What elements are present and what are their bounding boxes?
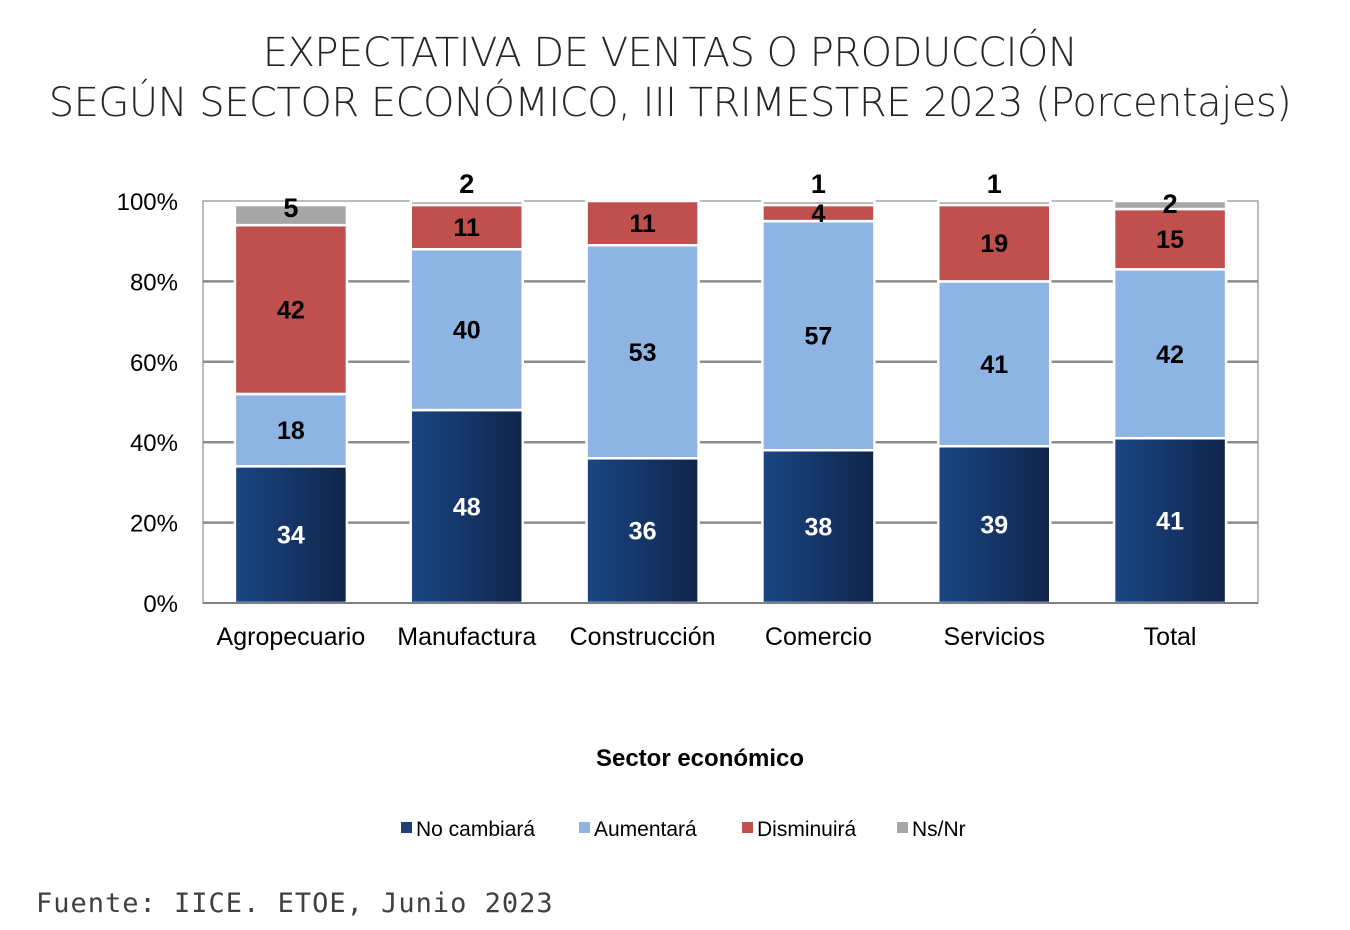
bar-segment	[585, 199, 700, 247]
bar-segment	[761, 448, 876, 605]
gridlines	[203, 280, 1258, 524]
x-axis-label: Sector económico	[596, 745, 804, 772]
data-label: 57	[805, 323, 833, 351]
data-label: 1	[811, 169, 826, 199]
y-tick-label: 0%	[143, 591, 178, 618]
y-tick-label: 20%	[130, 511, 178, 538]
data-label: 53	[629, 339, 657, 367]
y-tick-label: 80%	[130, 269, 178, 296]
legend-label: Disminuirá	[757, 818, 857, 841]
bar-segment	[585, 457, 700, 605]
data-label: 15	[1156, 226, 1184, 254]
y-axis: 0% 20% 40% 60% 80% 100%	[117, 189, 178, 618]
x-tick-label: Agropecuario	[217, 623, 366, 651]
data-label: 36	[629, 518, 657, 546]
x-axis: Agropecuario Manufactura Construcción Comer…	[203, 602, 1258, 651]
x-tick-label: Construcción	[570, 623, 716, 651]
bar-segment	[409, 203, 524, 251]
data-label: 18	[277, 417, 305, 445]
data-label: 48	[453, 494, 481, 522]
bar-segment	[1112, 436, 1228, 605]
data-label: 39	[980, 512, 1008, 540]
legend-swatch	[401, 822, 412, 833]
x-tick-label: Comercio	[765, 623, 872, 651]
plot-area	[202, 200, 1259, 604]
bar-segment	[937, 199, 1052, 207]
legend-swatch	[579, 822, 590, 833]
data-label: 11	[454, 214, 481, 242]
x-tick-label: Servicios	[944, 623, 1045, 651]
data-label: 4	[811, 200, 825, 228]
chart-title: EXPECTATIVA DE VENTAS O PRODUCCIÓN SEGÚN…	[0, 28, 1340, 128]
legend-label: Aumentará	[594, 818, 697, 841]
data-label: 41	[1156, 508, 1184, 536]
title-line-1: EXPECTATIVA DE VENTAS O PRODUCCIÓN	[262, 30, 1078, 76]
stacked-bar-chart: 0%20%40%60%80%100% 341842548401123653113…	[117, 169, 1259, 841]
legend-swatch	[742, 822, 753, 833]
legend-swatch	[897, 822, 908, 833]
data-label: 42	[1156, 341, 1184, 369]
data-label: 2	[1163, 189, 1178, 219]
bar-segment	[1112, 268, 1228, 440]
x-tick-label: Manufactura	[397, 623, 536, 651]
bar-segment	[1112, 207, 1228, 271]
bar-segment	[233, 203, 349, 227]
bar-segment	[761, 199, 876, 207]
data-label: 38	[805, 514, 833, 542]
bar-segment	[1112, 199, 1228, 211]
data-label: 19	[980, 230, 1008, 258]
bar-segment	[409, 199, 524, 207]
bar-segment	[233, 223, 349, 396]
data-label: 41	[980, 351, 1008, 379]
y-tick-label: 40%	[130, 430, 178, 457]
legend: No cambiará Aumentará Disminuirá Ns/Nr	[401, 818, 966, 841]
bar-segment	[937, 280, 1052, 448]
data-label: 40	[453, 317, 481, 345]
y-tick-label: 60%	[130, 350, 178, 377]
legend-label: Ns/Nr	[912, 818, 966, 841]
y-tick-label: 100%	[117, 189, 178, 216]
legend-label: No cambiará	[416, 818, 535, 841]
bar-segment	[761, 219, 876, 452]
data-label: 2	[459, 169, 474, 199]
title-line-2: SEGÚN SECTOR ECONÓMICO, III TRIMESTRE 20…	[48, 80, 1292, 126]
data-label: 5	[283, 193, 298, 223]
x-tick-label: Total	[1144, 623, 1197, 651]
data-label: 11	[629, 210, 656, 238]
data-label: 34	[277, 522, 305, 550]
data-label: 42	[277, 297, 305, 325]
data-label: 1	[987, 169, 1002, 199]
source-note: Fuente: IICE. ETOE, Junio 2023	[36, 888, 554, 919]
